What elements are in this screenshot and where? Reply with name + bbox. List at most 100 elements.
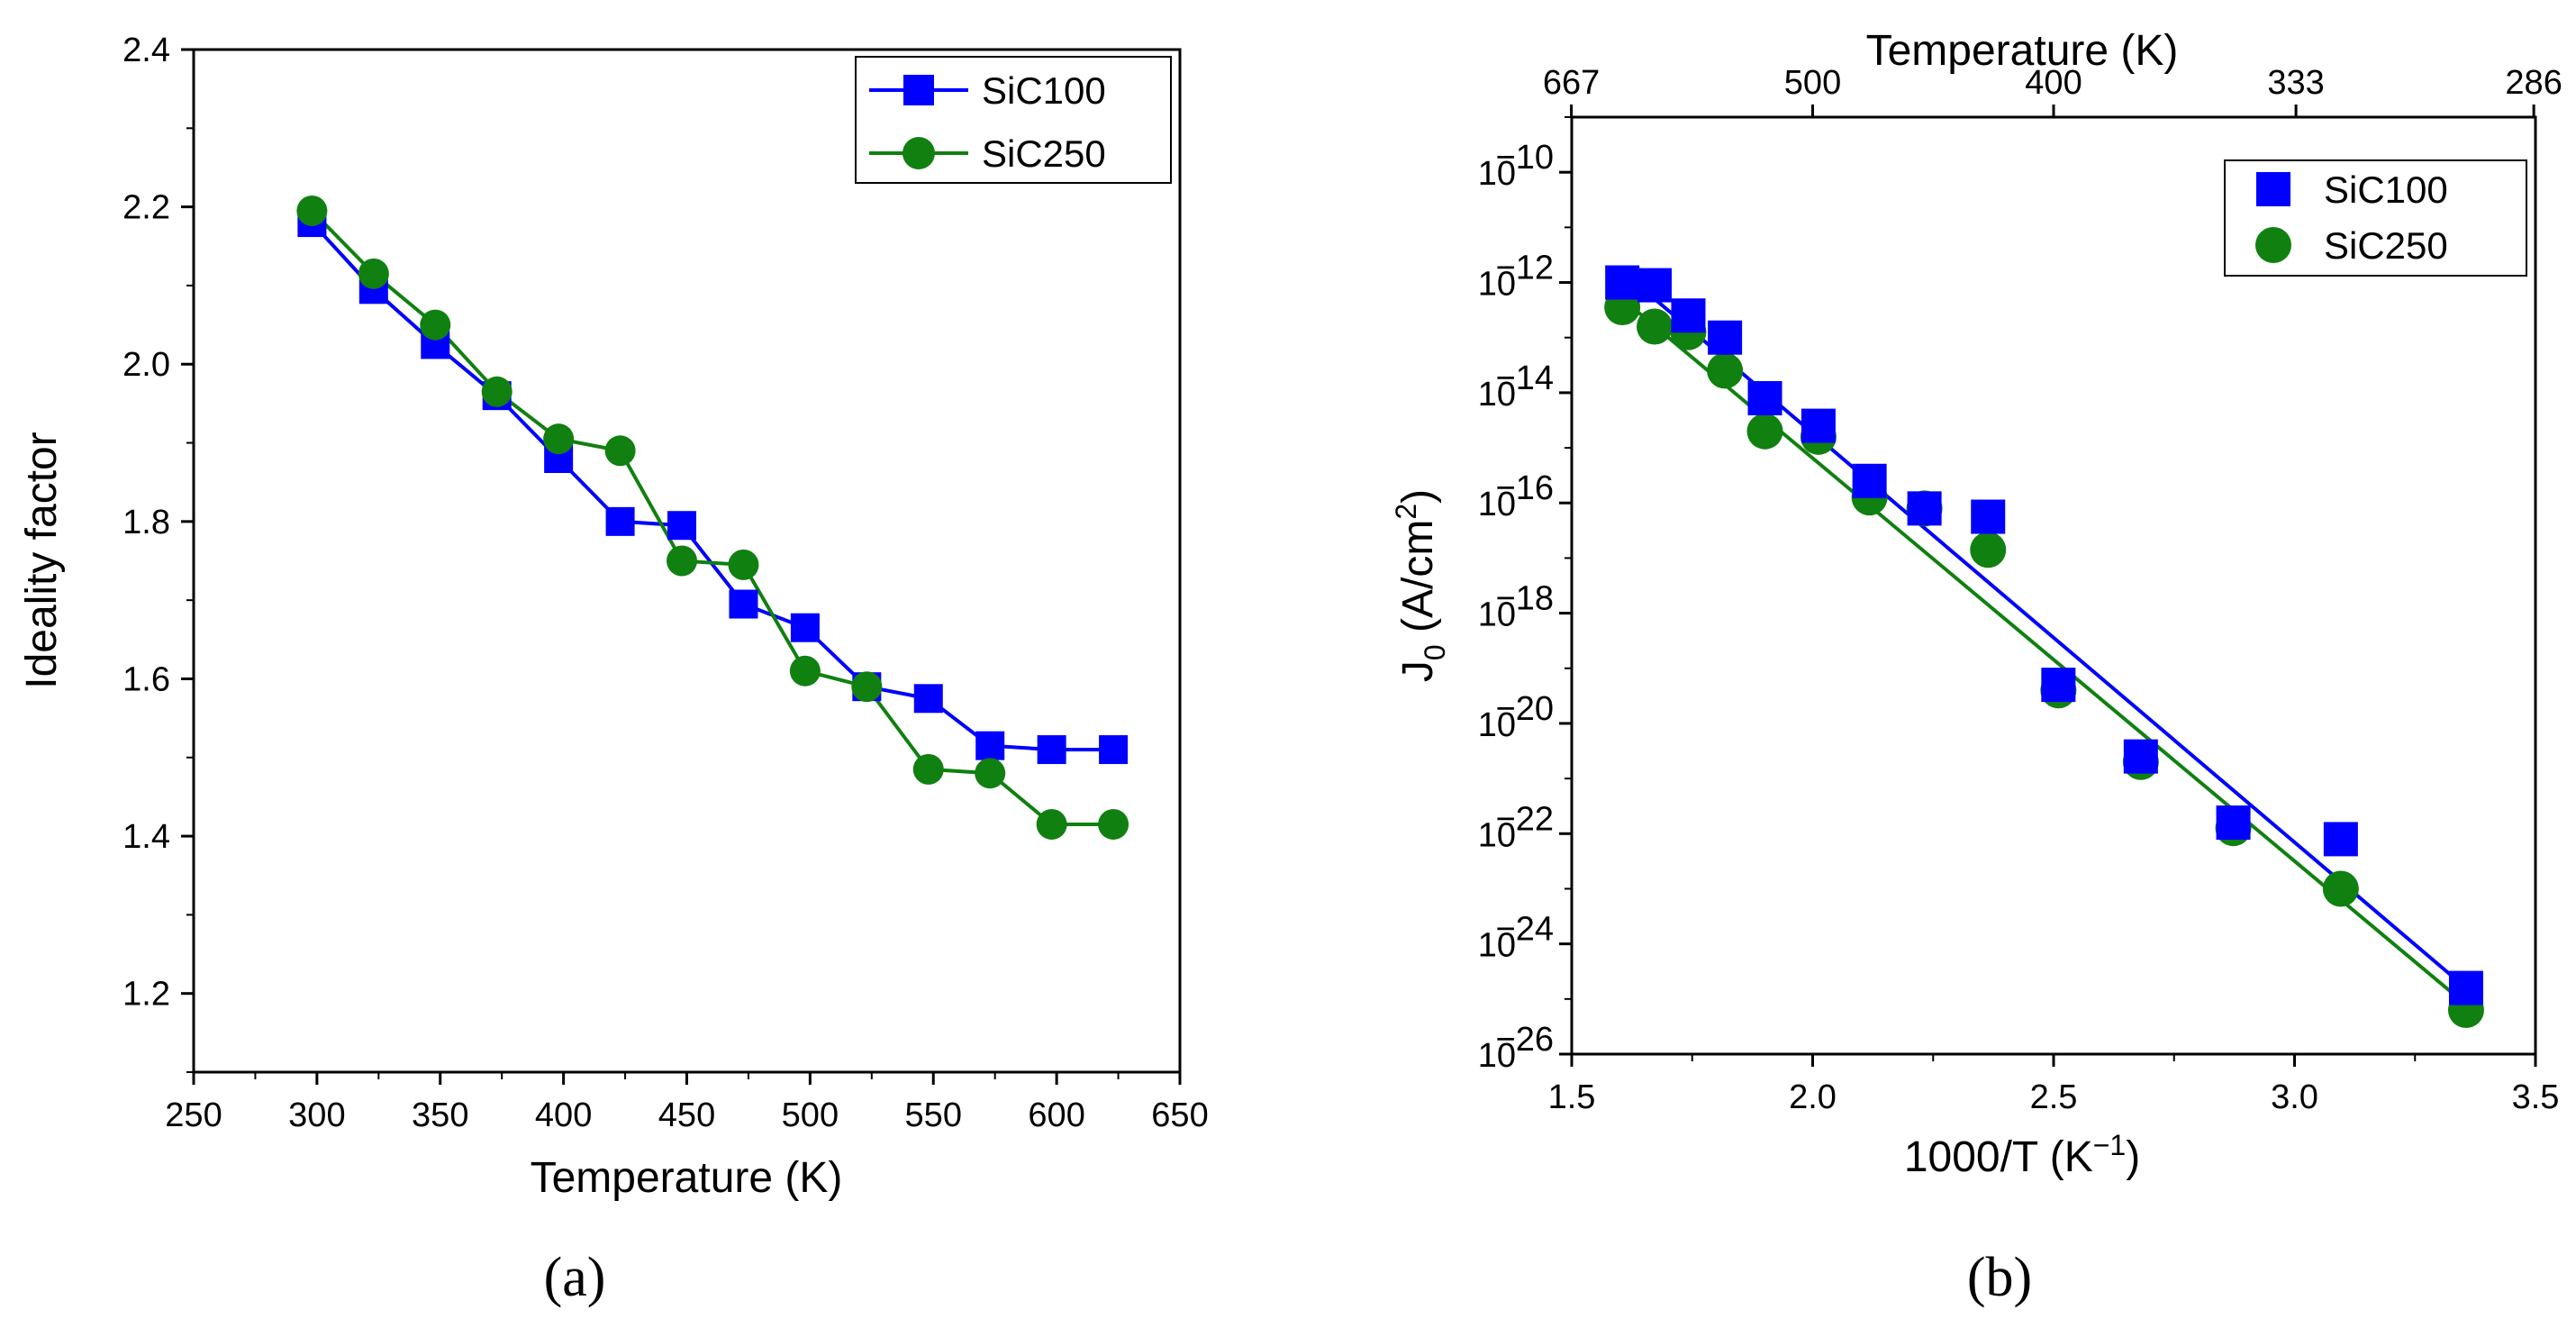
panel-a-x-tick-label: 350 (412, 1096, 468, 1134)
panel-a-y-tick-label: 2.2 (122, 189, 170, 227)
panel-b-y-tick-exponent: −14 (1496, 359, 1554, 397)
panel-a-sic100-point (729, 589, 758, 619)
panel-a-sic100-point (975, 731, 1005, 760)
panel-a-plot-frame (192, 48, 1182, 1074)
legend-b-sic250-label: SiC250 (2324, 224, 2448, 267)
panel-a-sic100-point (913, 684, 943, 714)
panel-b-y-tick-label: 10 (1478, 376, 1516, 414)
panel-b-sic250-point (1970, 532, 2007, 568)
panel-b-y-tick-exponent: −18 (1496, 580, 1554, 618)
panel-a-sic250-point (975, 758, 1006, 789)
panel-a-x-tick-label: 500 (782, 1096, 839, 1134)
panel-b-y-tick-exponent: −22 (1496, 800, 1554, 838)
panel-b-x-label-end: ) (2126, 1133, 2140, 1181)
panel-b-y-label-sub: 0 (1419, 644, 1451, 660)
panel-a-x-tick-label: 300 (288, 1096, 345, 1134)
panel-b-y-tick-label: 10 (1478, 816, 1516, 854)
panel-b-x-label-sup: −1 (2093, 1129, 2126, 1161)
panel-b-y-tick-exponent: −16 (1496, 469, 1554, 507)
panel-b-sic100-point (2216, 805, 2251, 841)
legend-b-sic100-label: SiC100 (2324, 168, 2448, 211)
panel-b-sic100-point (1800, 408, 1836, 443)
panel-b-sic100-point (2448, 970, 2483, 1005)
panel-b-top-x-tick-label: 400 (2025, 64, 2082, 102)
panel-a-sic250-point (543, 423, 575, 455)
panel-b-sic100-point (1671, 298, 1706, 333)
panel-a-sic250-point (420, 309, 451, 341)
panel-b-y-tick-label: 10 (1478, 1037, 1516, 1075)
panel-b-y-tick-label: 10 (1478, 706, 1516, 744)
panel-b-legend: SiC100 SiC250 (2224, 159, 2527, 277)
panel-b-top-x-tick-label: 667 (1543, 64, 1600, 102)
panel-b-y-tick-exponent: −10 (1496, 139, 1554, 177)
legend-sic250-label: SiC250 (982, 132, 1106, 175)
panel-b-x-tick-label: 1.5 (1548, 1078, 1596, 1116)
panel-b-x-tick-label: 2.5 (2030, 1078, 2078, 1116)
panel-b-y-tick-label: 10 (1478, 155, 1516, 193)
panel-b-y-label-unit: (A/cm (1394, 520, 1442, 645)
legend-b-sic100-marker (2256, 172, 2290, 206)
panel-a-sic250-point (667, 545, 698, 577)
panel-b-y-tick-label: 10 (1478, 486, 1516, 523)
panel-b-sic100-point (1637, 268, 1673, 303)
legend-sic100-marker (903, 75, 934, 105)
panel-a-y-tick-label: 1.4 (122, 818, 170, 856)
panel-a-x-tick-label: 650 (1151, 1096, 1208, 1134)
panel-a-sic100-point (790, 613, 820, 642)
panel-b-x-tick-label: 3.0 (2271, 1078, 2318, 1116)
panel-a-caption: (a) (544, 1247, 606, 1308)
panel-a-sic250-point (481, 376, 512, 407)
panel-a-y-tick-label: 1.2 (122, 976, 170, 1014)
panel-b-y-tick-label: 10 (1478, 596, 1516, 634)
legend-sic250-marker (903, 137, 935, 169)
panel-b-top-x-tick-label: 500 (1784, 64, 1841, 102)
panel-b-y-axis-label: J0 (A/cm2) (1390, 489, 1451, 682)
panel-a-x-tick-label: 400 (535, 1096, 592, 1134)
panel-b-y-tick-label: 10 (1478, 266, 1516, 304)
panel-b-y-tick-exponent: −12 (1496, 250, 1554, 287)
panel-a-sic250-point (296, 195, 328, 226)
panel-b-sic100-point (1747, 381, 1782, 415)
panel-b-sic100-point (1907, 491, 1942, 526)
panel-a-series-sic100-line (310, 221, 1114, 751)
panel-a-legend: SiC100 SiC250 (855, 56, 1172, 184)
panel-a-sic250-point (358, 258, 389, 289)
panel-a: 250 300 350 400 450 500 550 600 650 1.2 1.4 1.6 1.8 2… (18, 32, 1209, 1308)
panel-a-sic250-point (1036, 808, 1067, 840)
panel-b-sic100-point (2323, 822, 2358, 857)
panel-b-plot-frame (1570, 115, 2537, 1056)
panel-b-x-axis-label: 1000/T (K−1) (1904, 1129, 2140, 1181)
panel-b-y-label-sup: 2 (1390, 504, 1422, 520)
panel-a-sic250-point (604, 435, 636, 467)
panel-b-y-tick-exponent: −26 (1496, 1021, 1554, 1059)
panel-a-x-tick-label: 600 (1028, 1096, 1084, 1134)
legend-b-sic250-marker (2255, 227, 2291, 263)
panel-b-sic100-point (2041, 668, 2076, 703)
panel-b-x-tick-label: 2.0 (1789, 1078, 1837, 1116)
panel-b-y-label-main: J (1394, 660, 1442, 682)
panel-b-sic100-point (1852, 463, 1887, 498)
panel-a-sic100-point (1037, 735, 1066, 765)
panel-a-x-tick-label: 450 (658, 1096, 715, 1134)
panel-a-sic100-point (667, 511, 697, 541)
panel-a-y-axis-label: Ideality factor (18, 432, 66, 688)
panel-b-sic100-point (2123, 739, 2158, 774)
panel-b-x-label-main: 1000/T (K (1904, 1133, 2093, 1181)
panel-a-y-tick-label: 1.6 (122, 660, 170, 698)
panel-b-x-tick-label: 3.5 (2512, 1078, 2560, 1116)
panel-a-y-tick-label: 2.0 (122, 346, 170, 384)
panel-a-sic250-point (851, 671, 883, 703)
panel-a-sic250-point (728, 549, 759, 580)
panel-a-x-axis-label: Temperature (K) (531, 1154, 843, 1202)
panel-a-y-tick-label: 2.4 (122, 32, 170, 69)
panel-a-sic250-point (789, 655, 821, 687)
panel-b-y-tick-exponent: −24 (1496, 911, 1554, 949)
panel-b-sic100-point (1971, 499, 2006, 534)
panel-a-sic100-point (605, 506, 635, 536)
panel-b-sic250-point (1746, 413, 1783, 450)
panel-a-y-tick-label: 1.8 (122, 504, 170, 541)
panel-b-sic250-point (2322, 870, 2359, 907)
panel-b-caption: (b) (1967, 1247, 2032, 1308)
